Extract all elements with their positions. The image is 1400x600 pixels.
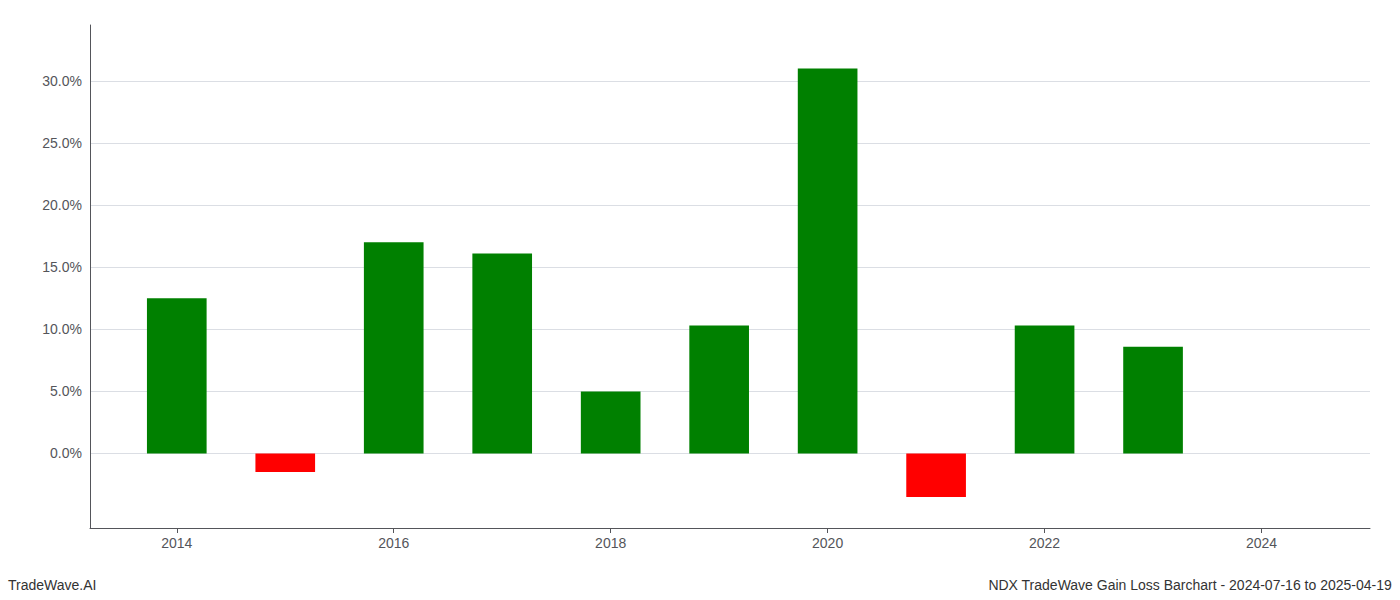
svg-text:2022: 2022 <box>1029 535 1060 551</box>
svg-text:2020: 2020 <box>812 535 843 551</box>
svg-text:5.0%: 5.0% <box>50 383 82 399</box>
svg-text:15.0%: 15.0% <box>42 259 82 275</box>
svg-text:2016: 2016 <box>378 535 409 551</box>
svg-text:TradeWave.AI: TradeWave.AI <box>8 577 96 593</box>
svg-text:30.0%: 30.0% <box>42 73 82 89</box>
svg-text:20.0%: 20.0% <box>42 197 82 213</box>
svg-text:2024: 2024 <box>1246 535 1277 551</box>
svg-text:0.0%: 0.0% <box>50 445 82 461</box>
svg-text:10.0%: 10.0% <box>42 321 82 337</box>
svg-text:2018: 2018 <box>595 535 626 551</box>
svg-text:2014: 2014 <box>161 535 192 551</box>
svg-text:25.0%: 25.0% <box>42 135 82 151</box>
svg-text:NDX TradeWave Gain Loss Barcha: NDX TradeWave Gain Loss Barchart - 2024-… <box>988 577 1392 593</box>
